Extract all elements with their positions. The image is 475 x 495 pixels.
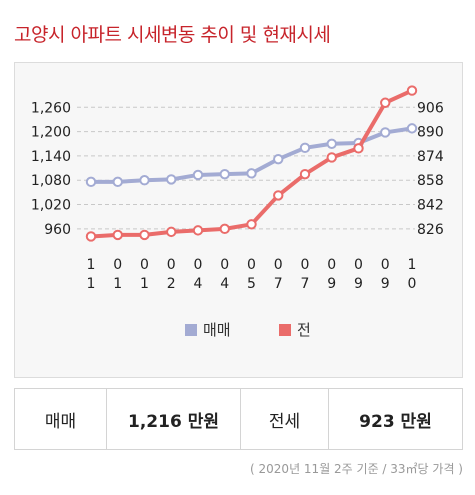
data-point xyxy=(326,138,337,149)
data-point xyxy=(192,169,204,181)
sale-value: 1,216 만원 xyxy=(107,389,241,449)
y-left-tick-label: 1,020 xyxy=(31,198,71,214)
data-point xyxy=(273,190,284,201)
y-right-tick-label: 874 xyxy=(417,149,444,165)
data-point xyxy=(166,174,177,185)
data-point xyxy=(299,168,311,180)
y-right-tick-label: 842 xyxy=(417,198,444,214)
y-left-tick-label: 1,200 xyxy=(31,125,71,141)
data-point xyxy=(246,168,257,179)
data-point xyxy=(299,142,311,154)
data-point xyxy=(273,153,284,165)
data-point xyxy=(353,143,364,154)
y-right-tick-label: 906 xyxy=(417,100,444,116)
jeonse-label: 전세 xyxy=(241,389,329,449)
data-point xyxy=(219,223,230,235)
legend-jeonse-label: 전 xyxy=(297,321,311,339)
footnote: ( 2020년 11월 2주 기준 / 33㎡당 가격 ) xyxy=(250,462,463,476)
data-point xyxy=(192,225,204,236)
data-point xyxy=(112,229,123,241)
current-price-table: 매매 1,216 만원 전세 923 만원 xyxy=(14,388,463,450)
data-point xyxy=(246,219,257,230)
y-right-tick-label: 826 xyxy=(417,222,444,238)
data-point xyxy=(380,127,391,138)
data-point xyxy=(380,97,391,108)
data-point xyxy=(406,85,418,96)
y-left-tick-label: 960 xyxy=(44,222,71,238)
data-point xyxy=(406,123,418,134)
legend-sale-label: 매매 xyxy=(203,321,231,339)
data-point xyxy=(166,226,177,238)
data-point xyxy=(112,176,123,188)
page-title: 고양시 아파트 시세변동 추이 및 현재시세 xyxy=(14,24,331,46)
legend-sale-swatch xyxy=(185,324,197,336)
y-left-tick-label: 1,080 xyxy=(31,173,71,189)
data-point xyxy=(219,168,230,180)
sale-label: 매매 xyxy=(15,389,107,449)
y-right-tick-label: 890 xyxy=(417,125,444,141)
series-line-jeonse xyxy=(90,88,413,239)
chart-panel: 1,260 1,200 1,140 1,080 1,020 960 906 890 874 858… xyxy=(14,62,463,378)
jeonse-value: 923 만원 xyxy=(359,411,432,432)
y-left-tick-label: 1,140 xyxy=(31,149,71,165)
data-point xyxy=(139,175,150,186)
y-right-tick-label: 858 xyxy=(417,173,444,189)
data-point xyxy=(326,152,337,163)
price-trend-chart: 1,260 1,200 1,140 1,080 1,020 960 906 890 874 858… xyxy=(31,85,444,339)
y-left-tick-label: 1,260 xyxy=(31,100,71,116)
data-point xyxy=(139,229,150,241)
data-point xyxy=(85,176,97,188)
data-point xyxy=(85,231,97,242)
legend-jeonse-swatch xyxy=(279,324,291,336)
